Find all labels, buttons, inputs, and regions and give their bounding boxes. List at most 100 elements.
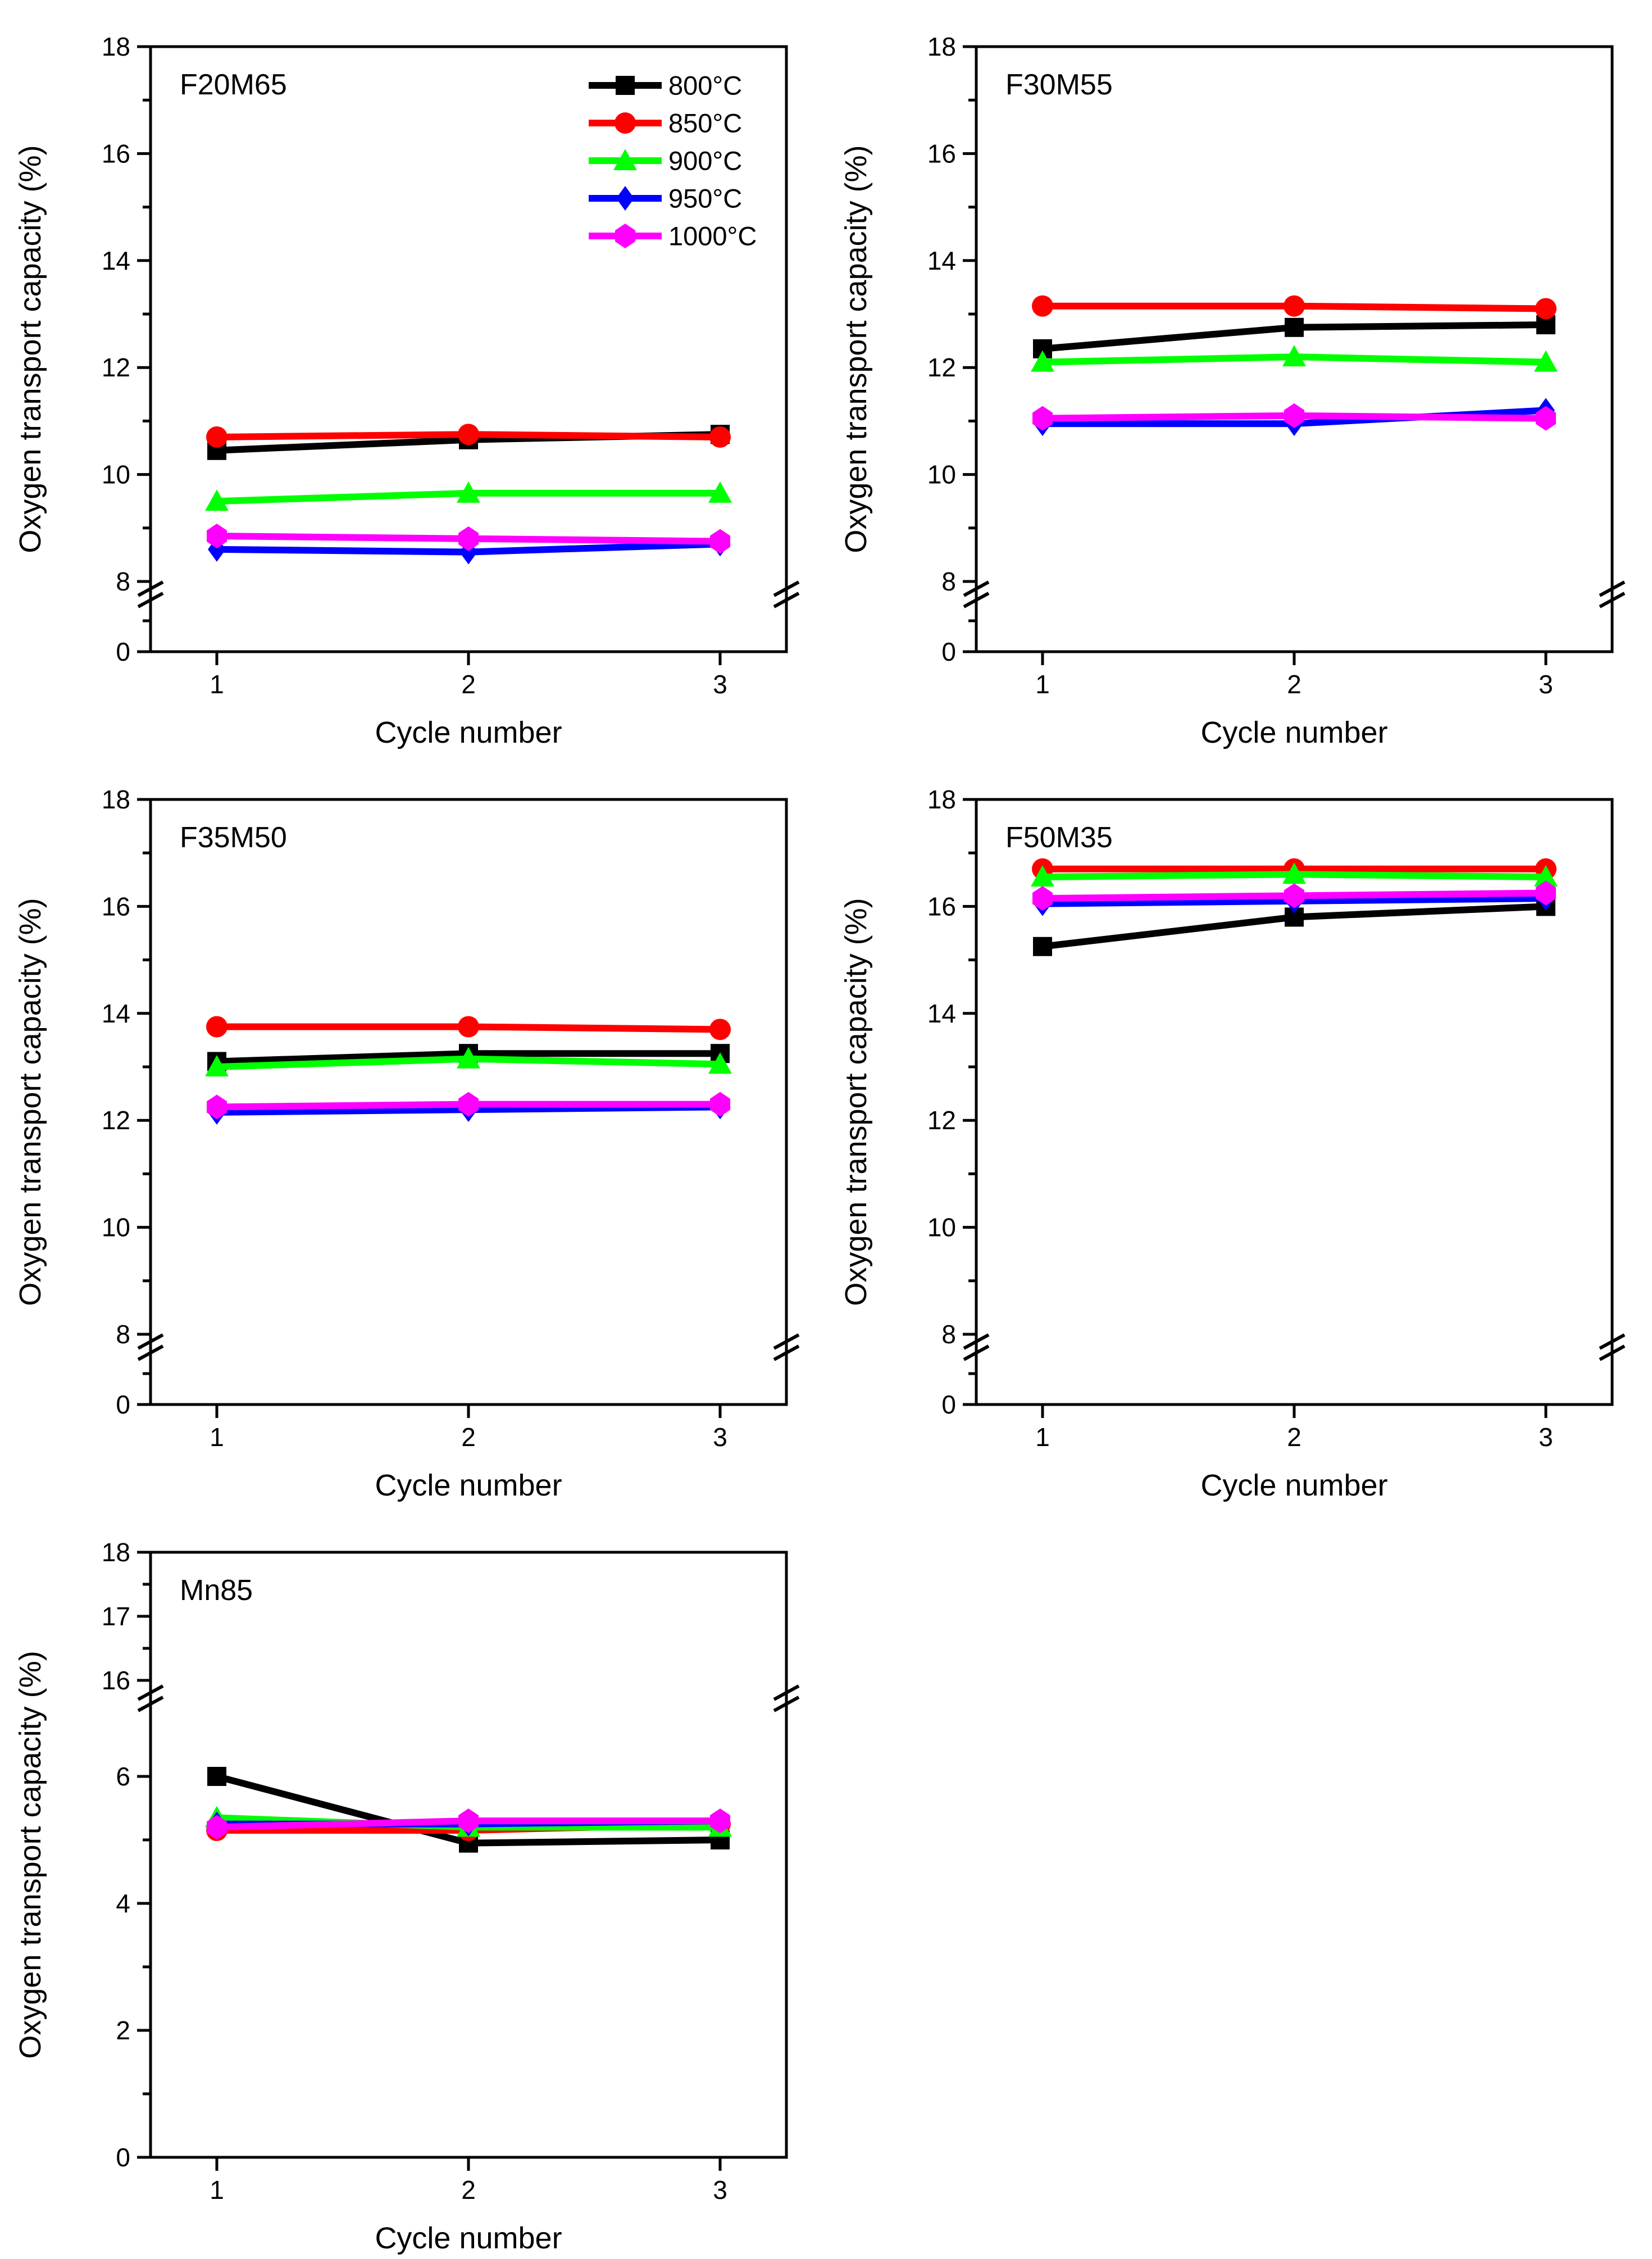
- series-point-850°C: [206, 1016, 227, 1038]
- y-tick-label: 12: [927, 353, 956, 382]
- plot-frame: [149, 1551, 788, 2159]
- series-point-900°C: [708, 481, 732, 503]
- series-point-900°C: [205, 1055, 229, 1076]
- y-tick-label: 18: [102, 785, 130, 814]
- y-tick-label: 12: [927, 1106, 956, 1135]
- axis-break-icon: [1599, 1333, 1626, 1350]
- chart-panel-mn85: 18 17 16 6 4 2 0 1 2 3 Mn85 Oxygen transport capaci…: [0, 1506, 826, 2258]
- series-point-800°C: [207, 1767, 226, 1786]
- y-tick-label: 8: [941, 1320, 956, 1349]
- x-axis-label: Cycle number: [1200, 716, 1387, 749]
- y-tick-label: 14: [927, 246, 956, 275]
- y-tick-label: 12: [102, 353, 130, 382]
- axis-break-icon: [963, 592, 990, 608]
- series-point-900°C: [1031, 350, 1054, 372]
- series-point-900°C: [1282, 862, 1306, 884]
- legend: 800°C 850°C 900°C 950°C 1000°C: [589, 71, 757, 251]
- axis-break-icon: [137, 1684, 164, 1701]
- axis-break-icon: [773, 1344, 800, 1361]
- axis-break-icon: [963, 1344, 990, 1361]
- series-point-900°C: [708, 1052, 732, 1074]
- chart-svg-mn85: 18 17 16 6 4 2 0 1 2 3 Mn85 Oxygen transport capaci…: [13, 1538, 800, 2255]
- y-tick-label: 12: [102, 1106, 130, 1135]
- y-axis-label: Oxygen transport capacity (%): [839, 145, 873, 553]
- y-tick-label: 0: [116, 1390, 130, 1419]
- y-tick-label: 8: [116, 1320, 130, 1349]
- legend-marker-900°C: [613, 149, 637, 170]
- series-point-1000°C: [710, 529, 730, 554]
- y-axis-label: Oxygen transport capacity (%): [13, 898, 47, 1306]
- series-point-1000°C: [1032, 406, 1053, 431]
- series-point-800°C: [1033, 937, 1052, 956]
- axis-break-icon: [137, 1696, 164, 1712]
- series-point-850°C: [709, 1019, 731, 1040]
- panel-title: F50M35: [1005, 821, 1113, 854]
- series-point-1000°C: [458, 526, 479, 551]
- series-point-1000°C: [458, 1808, 479, 1834]
- series-point-900°C: [1031, 865, 1054, 887]
- series-point-1000°C: [1284, 403, 1304, 428]
- x-tick-label: 1: [1035, 670, 1050, 699]
- series-point-1000°C: [710, 1092, 730, 1117]
- x-axis-label: Cycle number: [375, 716, 562, 749]
- axis-break-icon: [963, 580, 990, 597]
- series-point-1000°C: [458, 1092, 479, 1117]
- y-tick-label: 16: [102, 892, 130, 921]
- axis-break-icon: [773, 592, 800, 608]
- legend-marker-800°C: [616, 76, 635, 95]
- series-point-1000°C: [207, 524, 227, 549]
- x-tick-label: 3: [713, 2175, 727, 2205]
- panel-title: Mn85: [180, 1574, 253, 1607]
- y-tick-label: 10: [927, 460, 956, 489]
- legend-label: 800°C: [668, 71, 742, 101]
- axis-break-icon: [773, 580, 800, 597]
- y-tick-label: 0: [116, 2143, 130, 2172]
- y-tick-label: 16: [927, 139, 956, 168]
- y-tick-label: 2: [116, 2016, 130, 2045]
- y-tick-label: 0: [941, 1390, 956, 1419]
- x-tick-label: 2: [461, 670, 476, 699]
- axis-break-icon: [773, 1333, 800, 1350]
- series-point-1000°C: [1536, 880, 1556, 906]
- series-point-1000°C: [1284, 883, 1304, 908]
- legend-label: 1000°C: [668, 221, 757, 251]
- legend-marker-850°C: [615, 112, 636, 134]
- series-point-900°C: [205, 489, 229, 511]
- series-point-850°C: [206, 426, 227, 448]
- legend-label: 950°C: [668, 184, 742, 213]
- x-tick-label: 3: [1539, 1422, 1553, 1452]
- series-point-1000°C: [207, 1815, 227, 1840]
- series-point-1000°C: [207, 1094, 227, 1120]
- series-point-1000°C: [710, 1808, 730, 1834]
- x-axis-label: Cycle number: [375, 1469, 562, 1502]
- y-tick-label: 0: [116, 637, 130, 666]
- series-point-1000°C: [1032, 886, 1053, 911]
- y-tick-label: 16: [927, 892, 956, 921]
- series-point-1000°C: [1536, 406, 1556, 431]
- x-tick-label: 1: [1035, 1422, 1050, 1452]
- x-tick-label: 3: [1539, 670, 1553, 699]
- x-tick-label: 1: [210, 2175, 224, 2205]
- x-tick-label: 1: [210, 1422, 224, 1452]
- series-point-850°C: [458, 1016, 479, 1038]
- y-tick-label: 4: [116, 1889, 130, 1918]
- x-tick-label: 3: [713, 670, 727, 699]
- chart-panel-f20m65: 18 16 14 12 10 8 0 1 2 3 F20M65 Oxygen transport ca…: [0, 0, 826, 753]
- y-tick-label: 17: [102, 1602, 130, 1631]
- x-tick-label: 1: [210, 670, 224, 699]
- y-tick-label: 14: [102, 246, 130, 275]
- legend-marker-1000°C: [615, 224, 635, 248]
- axis-break-icon: [773, 1696, 800, 1712]
- chart-panel-f50m35: 18 16 14 12 10 8 0 1 2 3 F50M35 Oxygen transport ca…: [826, 753, 1651, 1506]
- axis-break-icon: [1599, 1344, 1626, 1361]
- x-tick-label: 3: [713, 1422, 727, 1452]
- axis-break-icon: [1599, 592, 1626, 608]
- axis-break-icon: [137, 580, 164, 597]
- y-tick-label: 10: [927, 1213, 956, 1242]
- y-tick-label: 10: [102, 460, 130, 489]
- series-point-850°C: [1535, 298, 1557, 320]
